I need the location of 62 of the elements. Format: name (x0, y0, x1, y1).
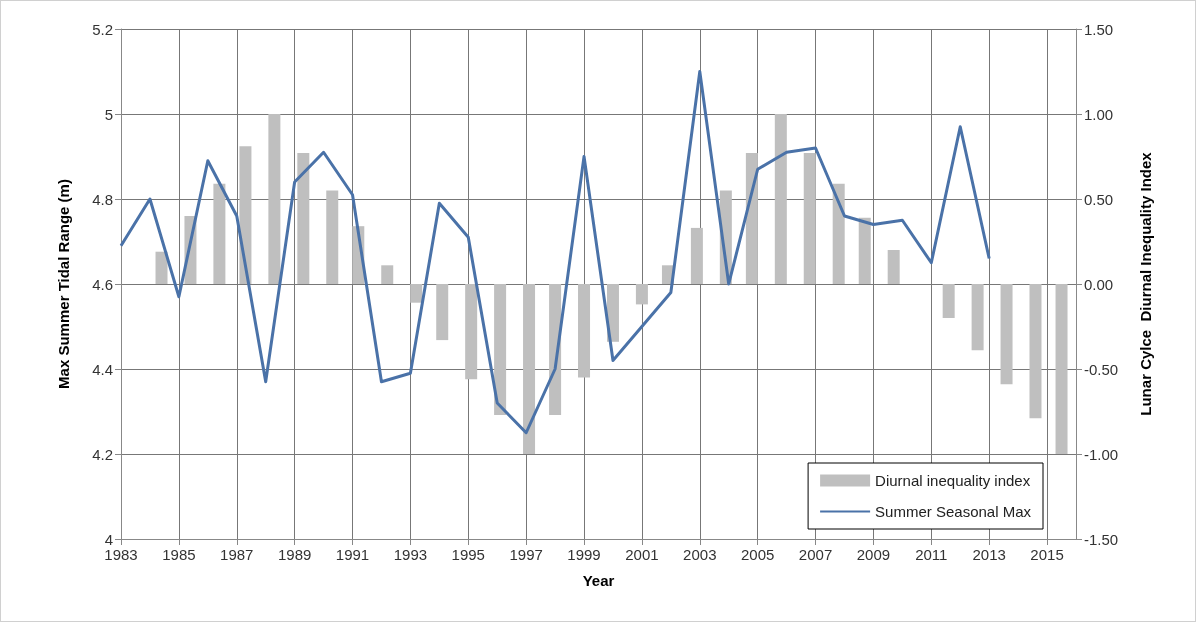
x-axis-title: Year (582, 572, 615, 589)
x-tick-label: 2013 (972, 546, 1006, 563)
bar (381, 265, 394, 284)
y2-tick-label: 0.50 (1084, 190, 1114, 208)
bar (523, 284, 536, 454)
y-tick-label: 4.4 (92, 360, 113, 378)
y-tick-label: 4.2 (92, 445, 113, 463)
bar (494, 284, 507, 415)
bar (326, 190, 339, 284)
bar (942, 284, 955, 318)
x-tick-label: 1995 (451, 546, 485, 563)
bar (1000, 284, 1013, 385)
x-tick-label: 1999 (567, 546, 601, 563)
bar (971, 284, 984, 351)
x-tick-label: 1983 (104, 546, 138, 563)
y2-tick-label: -0.50 (1084, 360, 1119, 378)
bar (887, 250, 900, 284)
y-tick-label: 5 (104, 105, 113, 123)
x-tick-label: 1989 (277, 546, 312, 563)
x-tick-label: 2009 (856, 546, 891, 563)
bar (745, 153, 758, 284)
bar (436, 284, 449, 341)
bar (410, 284, 423, 303)
bar (690, 227, 703, 284)
bar (213, 183, 226, 284)
x-tick-label: 2001 (625, 546, 659, 563)
bar (578, 284, 591, 378)
y-axis-title: Max Summer Tidal Range (m) (55, 179, 72, 389)
bar (155, 251, 168, 284)
y-tick-label: 5.2 (92, 20, 113, 38)
x-tick-label: 2003 (683, 546, 717, 563)
legend-label: Diurnal inequality index (875, 472, 1031, 489)
x-tick-label: 1985 (162, 546, 196, 563)
y2-tick-label: 1.50 (1084, 20, 1114, 38)
bar (465, 284, 478, 380)
y-tick-label: 4.6 (92, 275, 113, 293)
x-tick-label: 1997 (509, 546, 543, 563)
y2-tick-label: -1.50 (1084, 530, 1119, 548)
x-tick-label: 2007 (798, 546, 833, 563)
bar (1055, 284, 1068, 454)
y2-tick-label: 1.00 (1084, 105, 1114, 123)
y2-axis-title: Lunar Cylce Diurnal Inequality Index (1137, 151, 1154, 416)
y-tick-label: 4.8 (92, 190, 113, 208)
bar (774, 114, 787, 284)
bar (268, 114, 281, 284)
y-tick-label: 4 (104, 530, 113, 548)
line-series (119, 70, 991, 435)
bar (635, 284, 648, 305)
bar (297, 153, 310, 284)
legend-label: Summer Seasonal Max (875, 503, 1032, 520)
x-tick-label: 2011 (915, 546, 948, 563)
x-tick-label: 2015 (1030, 546, 1064, 563)
bar (858, 217, 871, 284)
bar (1029, 284, 1042, 419)
x-tick-label: 1987 (220, 546, 254, 563)
bar (803, 153, 816, 284)
y2-tick-label: -1.00 (1084, 445, 1119, 463)
x-tick-label: 2005 (740, 546, 775, 563)
x-tick-label: 1993 (393, 546, 428, 563)
y2-tick-label: 0.00 (1084, 275, 1114, 293)
bar (832, 183, 845, 284)
x-tick-label: 1991 (335, 546, 370, 563)
